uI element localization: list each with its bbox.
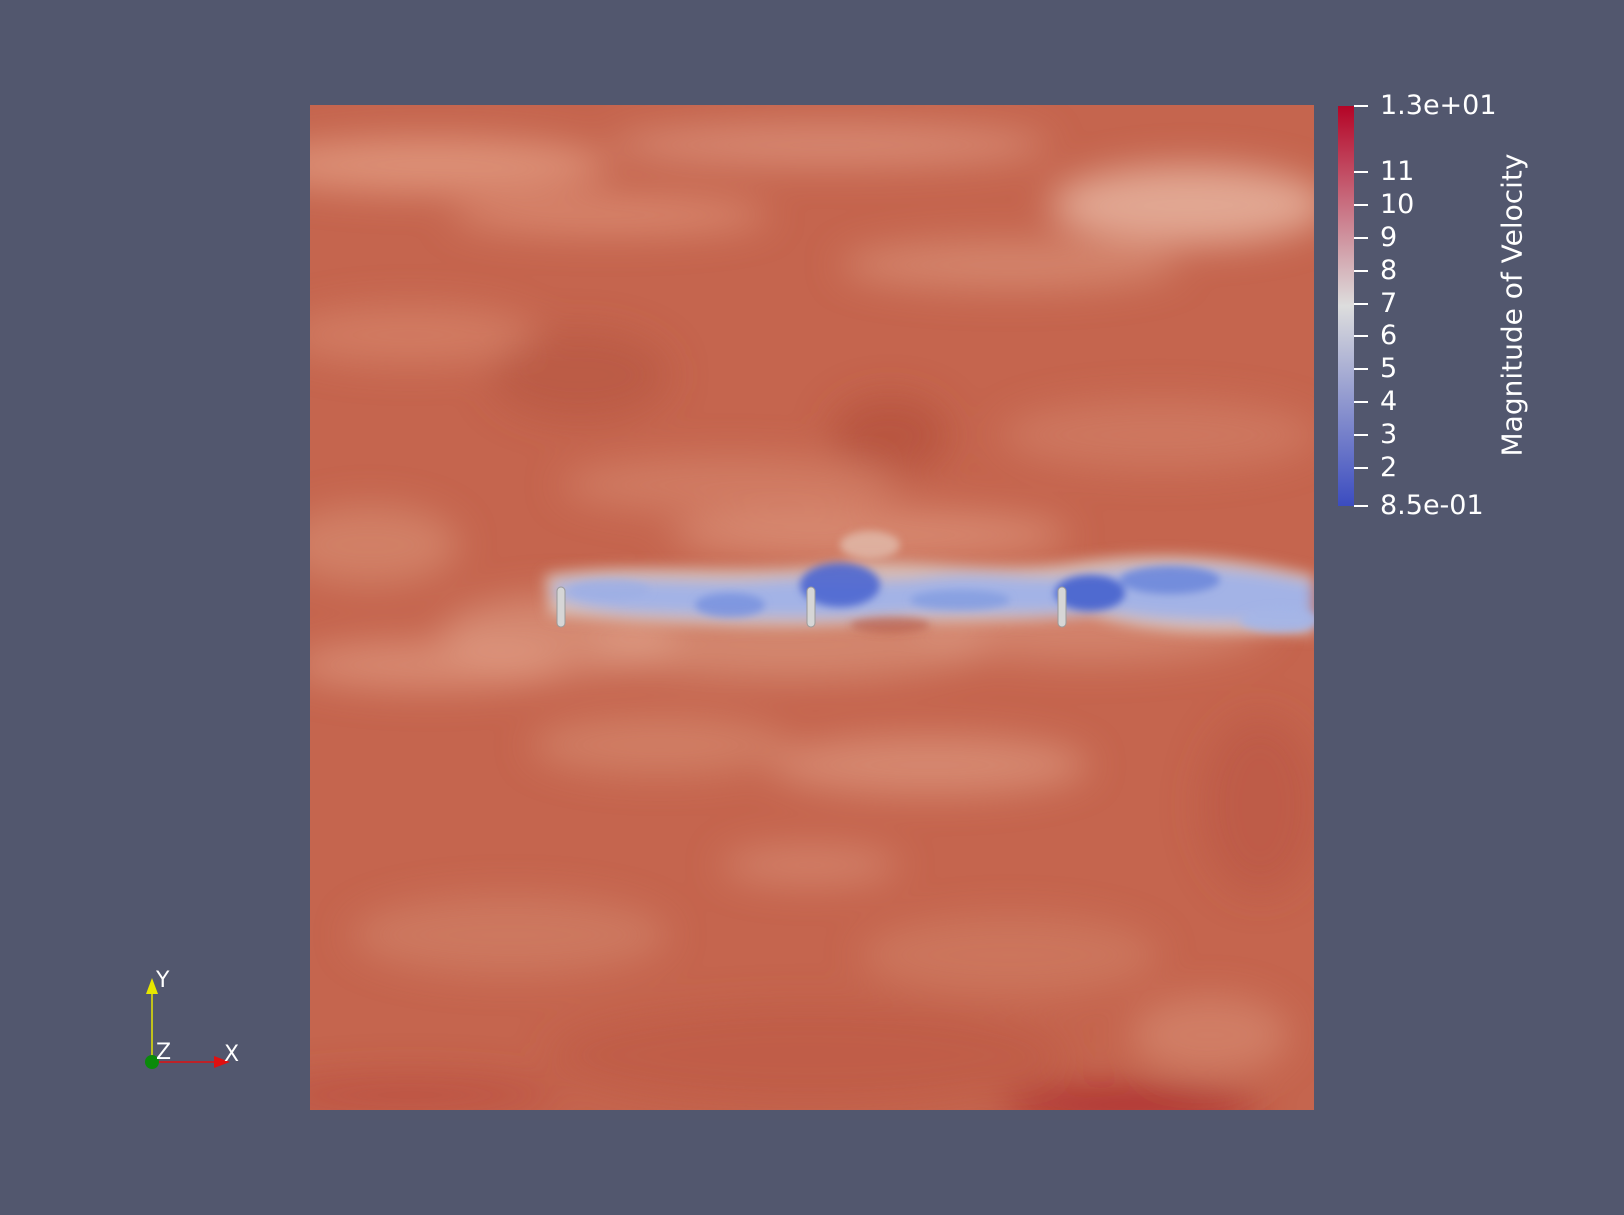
colorbar-tick-label: 7 xyxy=(1380,287,1398,319)
x-axis-arrow xyxy=(214,1056,230,1068)
colorbar-tick-label: 9 xyxy=(1380,221,1398,253)
turbine-2[interactable] xyxy=(806,586,816,628)
colorbar[interactable] xyxy=(1338,106,1354,506)
z-axis-label: Z xyxy=(156,1040,172,1065)
y-axis-arrow xyxy=(146,978,158,994)
turbine-1[interactable] xyxy=(556,586,566,628)
colorbar-tick-label: 6 xyxy=(1380,320,1398,352)
colorbar-tick-label: 10 xyxy=(1380,188,1415,220)
colorbar-tick xyxy=(1354,203,1368,206)
x-axis-label: X xyxy=(224,1042,240,1067)
colorbar-tick-label: 2 xyxy=(1380,452,1398,484)
colorbar-tick xyxy=(1354,401,1368,404)
colorbar-tick xyxy=(1354,105,1368,107)
colorbar-title: Magnitude of Velocity xyxy=(1495,153,1529,457)
colorbar-tick-label: 3 xyxy=(1380,419,1398,451)
colorbar-tick-label: 5 xyxy=(1380,353,1398,385)
colorbar-tick xyxy=(1354,269,1368,272)
colorbar-tick xyxy=(1354,505,1368,507)
colorbar-tick xyxy=(1354,170,1368,173)
colorbar-tick-label: 1.3e+01 xyxy=(1380,90,1497,121)
colorbar-tick xyxy=(1354,467,1368,470)
colorbar-tick-label: 8 xyxy=(1380,254,1398,286)
z-axis-dot xyxy=(145,1055,159,1069)
colorbar-tick xyxy=(1354,236,1368,239)
colorbar-tick xyxy=(1354,368,1368,371)
orientation-axes: Y Z X xyxy=(130,968,250,1070)
colorbar-tick-label: 4 xyxy=(1380,386,1398,418)
y-axis-label: Y xyxy=(156,968,170,993)
velocity-slice[interactable] xyxy=(310,105,1314,1110)
colorbar-tick xyxy=(1354,434,1368,437)
colorbar-tick-label: 8.5e-01 xyxy=(1380,490,1484,521)
colorbar-tick-label: 11 xyxy=(1380,155,1415,187)
colorbar-tick xyxy=(1354,302,1368,305)
colorbar-tick xyxy=(1354,335,1368,338)
turbine-3[interactable] xyxy=(1057,586,1067,628)
